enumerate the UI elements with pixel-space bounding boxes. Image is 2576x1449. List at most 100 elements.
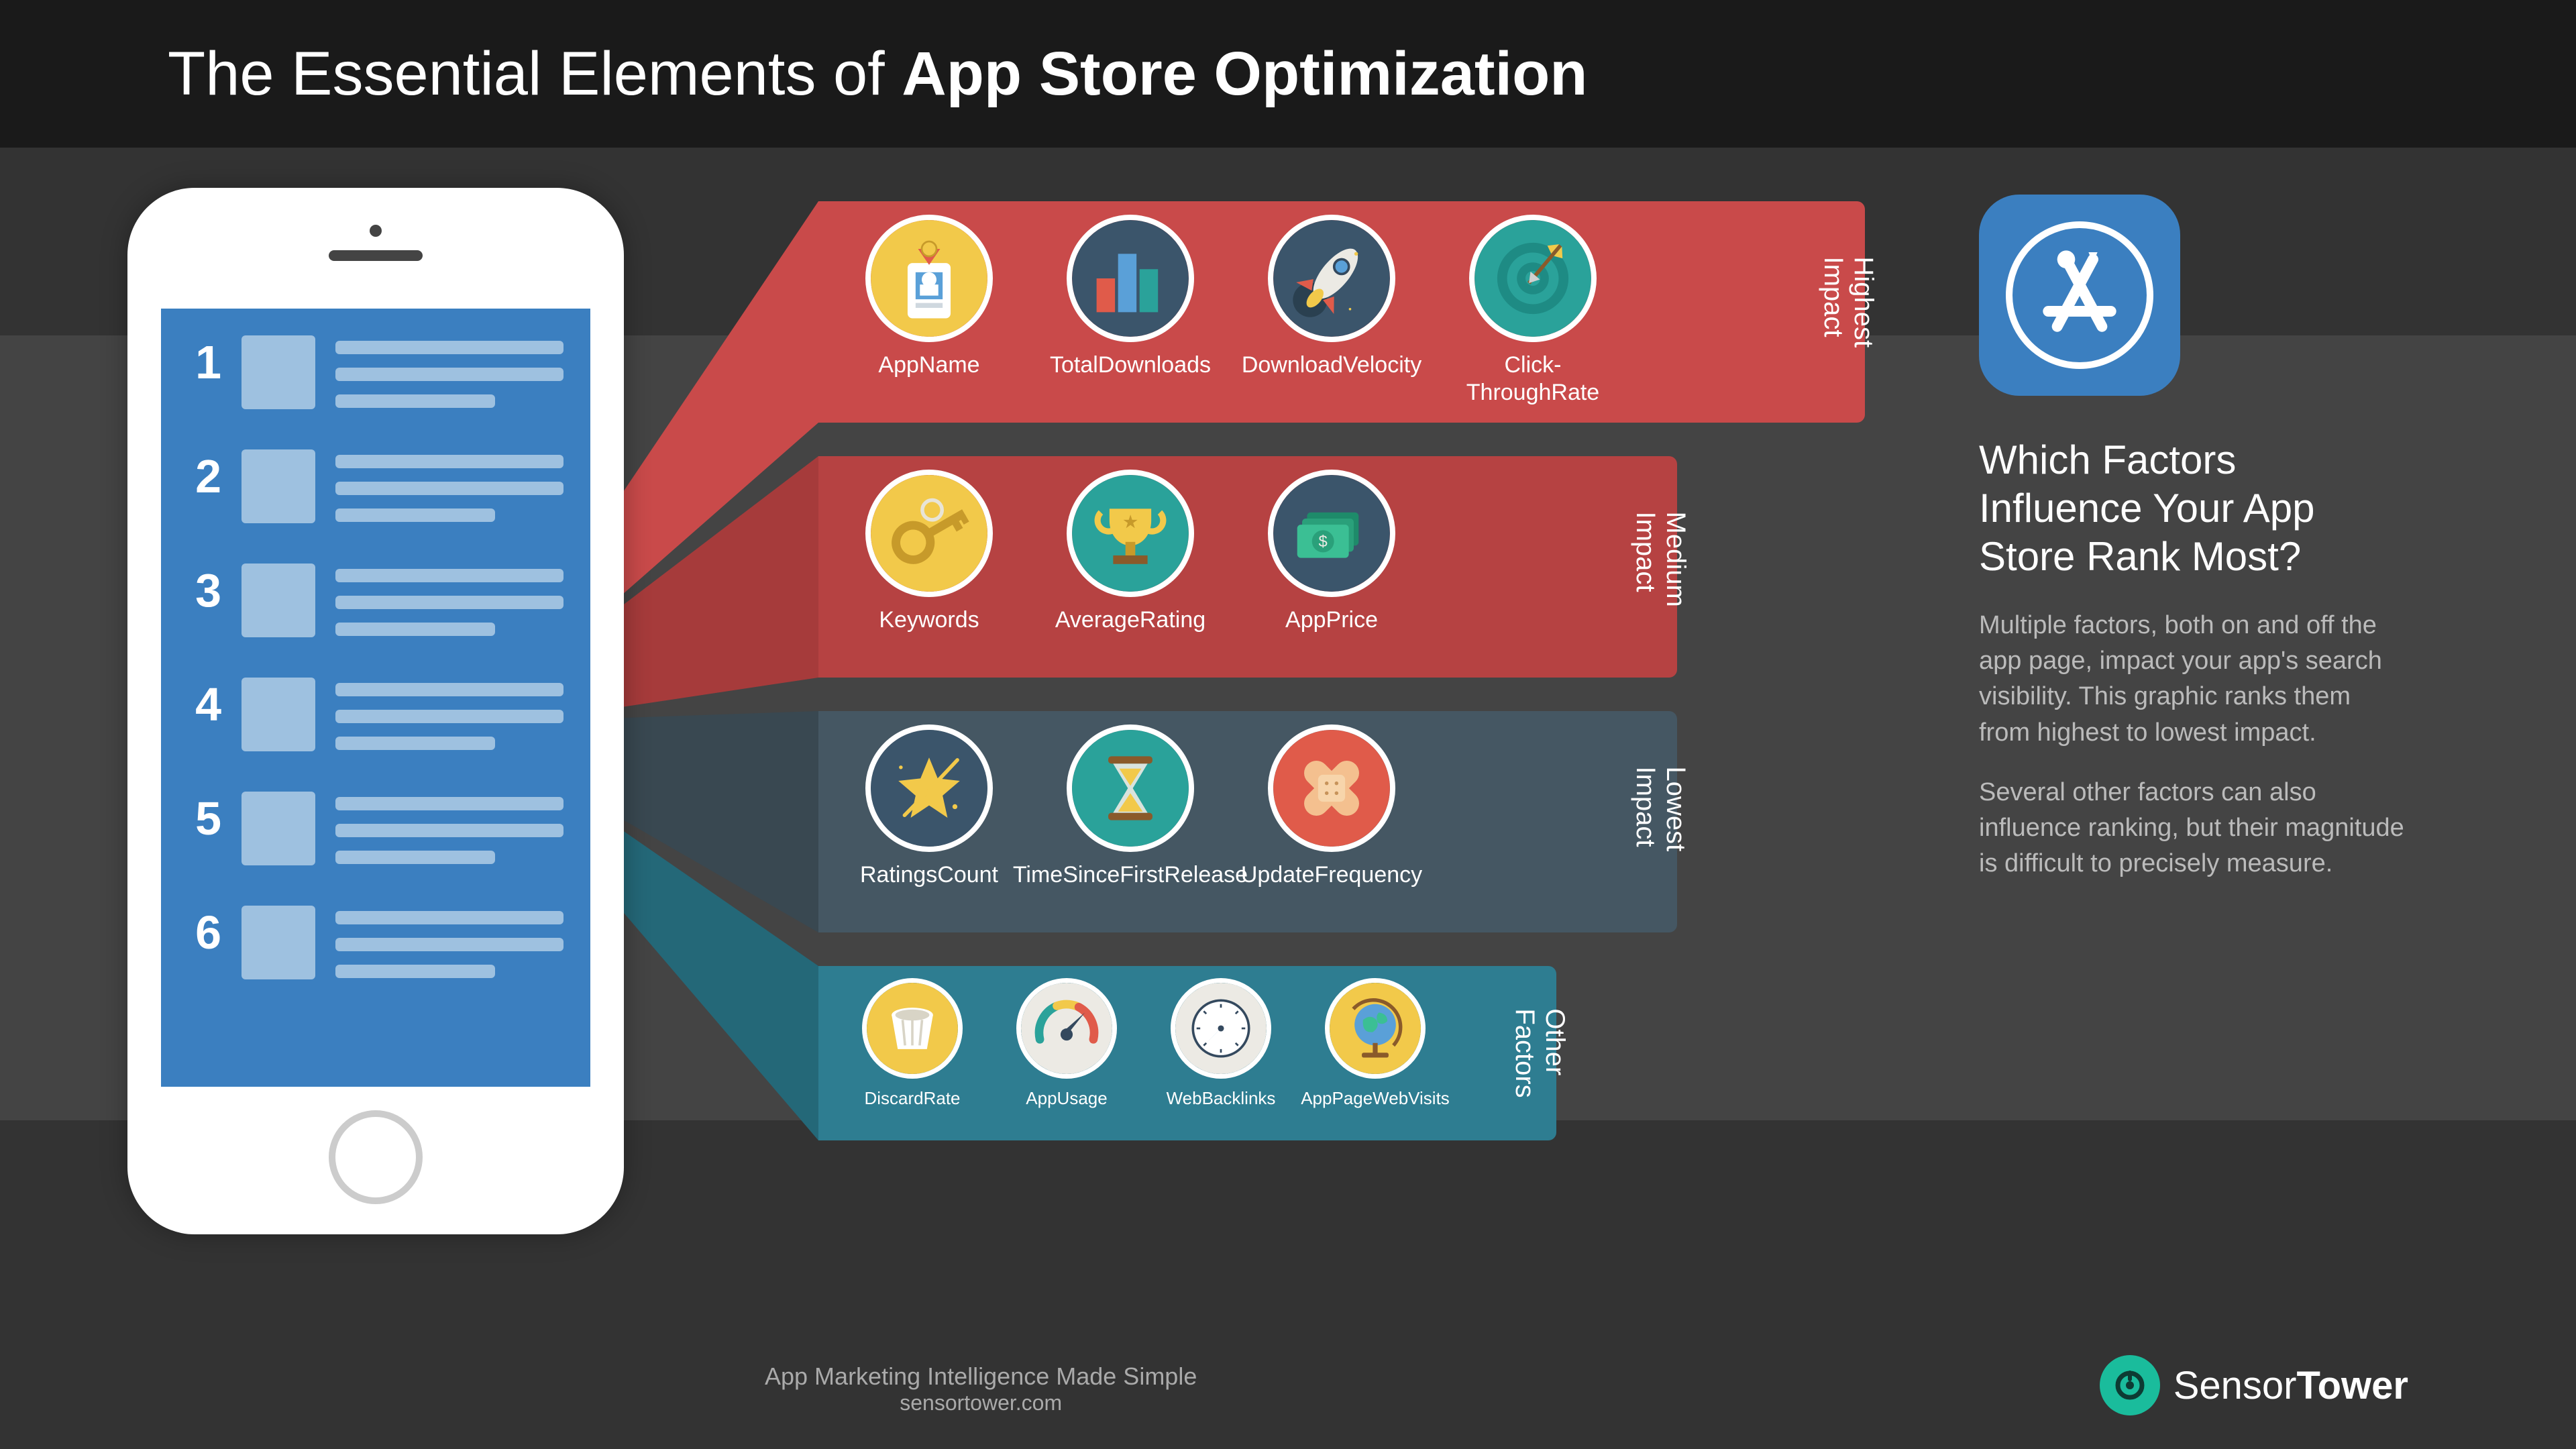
- header-bar: The Essential Elements of App Store Opti…: [0, 0, 2576, 148]
- list-thumb: [241, 678, 315, 751]
- title-light: The Essential Elements of: [168, 40, 902, 108]
- factor-label: Click-ThroughRate: [1449, 352, 1617, 407]
- list-thumb: [241, 449, 315, 523]
- factor-label: AppUsage: [1026, 1088, 1107, 1109]
- bar-icons: AppName TotalDownloads: [845, 201, 1617, 423]
- list-number: 2: [181, 449, 221, 503]
- list-line: [335, 482, 564, 495]
- brand-logo-icon: [2100, 1355, 2160, 1415]
- factor-item: Keywords: [845, 470, 1013, 634]
- list-line: [335, 341, 564, 354]
- target-icon: [1469, 215, 1597, 342]
- phone-list-row: 6: [161, 879, 590, 993]
- title-bold: App Store Optimization: [902, 40, 1587, 108]
- sidebar: Which Factors Influence Your App Store R…: [1979, 195, 2408, 906]
- star-icon: [865, 724, 993, 852]
- appstore-badge: [1979, 195, 2180, 396]
- phone-top: [329, 225, 423, 261]
- impact-label: Medium Impact: [1630, 512, 1690, 623]
- svg-text:$: $: [1319, 533, 1328, 551]
- brand: SensorTower: [2100, 1355, 2408, 1415]
- factor-label: WebBacklinks: [1167, 1088, 1276, 1109]
- trash-icon: [862, 978, 963, 1079]
- list-line: [335, 569, 564, 582]
- list-line: [335, 508, 495, 522]
- factor-label: TimeSinceFirstRelease: [1013, 861, 1248, 889]
- header-title: The Essential Elements of App Store Opti…: [168, 39, 1588, 109]
- phone-list-row: 1: [161, 309, 590, 423]
- sidebar-para1: Multiple factors, both on and off the ap…: [1979, 608, 2408, 751]
- footer-text: App Marketing Intelligence Made Simple s…: [765, 1362, 1197, 1415]
- factor-label: UpdateFrequency: [1241, 861, 1422, 889]
- list-lines: [335, 906, 564, 978]
- list-line: [335, 596, 564, 609]
- badge-icon: [865, 215, 993, 342]
- sidebar-para2: Several other factors can also influence…: [1979, 775, 2408, 882]
- trophy-icon: ★: [1067, 470, 1194, 597]
- impact-bar: RatingsCount TimeSinceFirstRelease: [644, 711, 1865, 932]
- factor-label: AppPageWebVisits: [1301, 1088, 1450, 1109]
- list-line: [335, 965, 495, 978]
- list-number: 6: [181, 906, 221, 959]
- phone-list-row: 5: [161, 765, 590, 879]
- list-line: [335, 911, 564, 924]
- factor-label: TotalDownloads: [1050, 352, 1211, 379]
- list-line: [335, 455, 564, 468]
- factor-item: AppPageWebVisits: [1308, 978, 1442, 1109]
- hourglass-icon: [1067, 724, 1194, 852]
- brand-bold: Tower: [2297, 1364, 2409, 1407]
- list-line: [335, 394, 495, 408]
- factor-label: AverageRating: [1055, 606, 1205, 634]
- compass-icon: [1171, 978, 1271, 1079]
- appstore-a-icon: [2026, 241, 2133, 349]
- bar-icons: DiscardRate AppUsage: [845, 966, 1442, 1140]
- impact-label: Other Factors: [1509, 1008, 1570, 1097]
- list-lines: [335, 335, 564, 408]
- globe-icon: [1325, 978, 1426, 1079]
- list-lines: [335, 564, 564, 636]
- bar-icons: Keywords ★ AverageRating $: [845, 456, 1415, 678]
- list-line: [335, 938, 564, 951]
- factor-item: AppUsage: [1000, 978, 1134, 1109]
- phone-list-row: 3: [161, 537, 590, 651]
- sidebar-heading: Which Factors Influence Your App Store R…: [1979, 436, 2408, 581]
- phone-illustration: 1 2 3 4 5: [127, 188, 624, 1234]
- footer-tagline: App Marketing Intelligence Made Simple: [765, 1362, 1197, 1391]
- impact-bars: AppName TotalDownloads: [644, 201, 1865, 1140]
- factor-item: WebBacklinks: [1154, 978, 1288, 1109]
- impact-bar: Keywords ★ AverageRating $: [644, 456, 1865, 678]
- list-thumb: [241, 906, 315, 979]
- gauge-icon: [1016, 978, 1117, 1079]
- factor-item: ★ AverageRating: [1046, 470, 1214, 634]
- phone-home-button: [329, 1110, 423, 1204]
- list-line: [335, 683, 564, 696]
- list-line: [335, 623, 495, 636]
- list-lines: [335, 449, 564, 522]
- phone-list-row: 2: [161, 423, 590, 537]
- factor-item: TimeSinceFirstRelease: [1046, 724, 1214, 889]
- money-icon: $: [1268, 470, 1395, 597]
- factor-item: DownloadVelocity: [1248, 215, 1415, 379]
- list-number: 3: [181, 564, 221, 617]
- bar-icons: RatingsCount TimeSinceFirstRelease: [845, 711, 1415, 932]
- phone-speaker: [329, 250, 423, 261]
- factor-item: RatingsCount: [845, 724, 1013, 889]
- factor-label: AppName: [878, 352, 979, 379]
- factor-item: Click-ThroughRate: [1449, 215, 1617, 407]
- list-line: [335, 851, 495, 864]
- impact-label: Lowest Impact: [1630, 767, 1690, 877]
- key-icon: [865, 470, 993, 597]
- impact-label: Highest Impact: [1818, 257, 1878, 368]
- factor-label: AppPrice: [1285, 606, 1378, 634]
- factor-label: DiscardRate: [864, 1088, 960, 1109]
- list-line: [335, 710, 564, 723]
- list-thumb: [241, 792, 315, 865]
- brand-text: SensorTower: [2174, 1363, 2408, 1408]
- list-line: [335, 797, 564, 810]
- phone-camera-dot: [370, 225, 382, 237]
- svg-text:★: ★: [1123, 513, 1138, 531]
- list-lines: [335, 792, 564, 864]
- list-number: 4: [181, 678, 221, 731]
- list-line: [335, 737, 495, 750]
- list-thumb: [241, 564, 315, 637]
